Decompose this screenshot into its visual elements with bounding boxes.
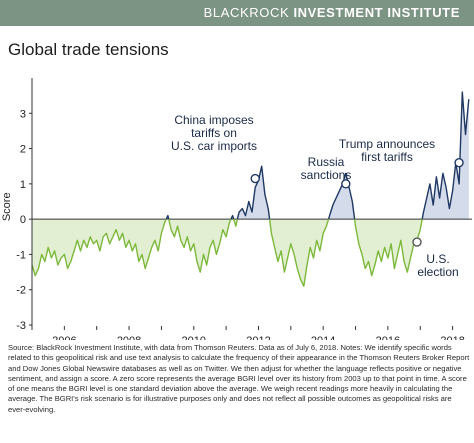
positive-series-line (327, 172, 356, 220)
x-tick-label: 2016 (376, 335, 400, 340)
annotation-label: Russia (308, 155, 345, 169)
y-tick-label: -1 (16, 249, 26, 261)
negative-series-line (31, 218, 167, 277)
y-tick-label: 2 (20, 144, 26, 156)
positive-series-line (236, 165, 271, 220)
positive-series-line (421, 91, 470, 220)
annotation-marker (341, 179, 351, 189)
y-tick-label: 0 (20, 214, 26, 226)
annotation-label: sanctions (301, 168, 352, 182)
annotation-label: U.S. car imports (171, 139, 257, 153)
y-axis-label: Score (1, 192, 13, 221)
y-tick-label: 3 (20, 108, 26, 120)
x-tick-label: 2018 (440, 335, 464, 340)
y-tick-label: 1 (20, 179, 26, 191)
brand-institute: INVESTMENT INSTITUTE (293, 5, 460, 20)
negative-series-line (168, 218, 232, 273)
annotation-marker (454, 157, 464, 168)
negative-area-fill (168, 219, 231, 273)
annotation-label: China imposes (174, 113, 253, 127)
positive-area-fill (237, 166, 270, 220)
negative-series-line (353, 218, 423, 277)
annotation-label: U.S. (426, 252, 449, 266)
brand-name: BLACKROCK (203, 5, 290, 20)
header-bar: BLACKROCK INVESTMENT INSTITUTE (0, 0, 474, 26)
x-tick-label: 2006 (52, 335, 76, 340)
negative-series-line (233, 218, 239, 227)
bgri-chart: -3 -2 -1 0 1 2 3 Score 2006 2008 2010 2012 2014 2016 2… (1, 78, 472, 340)
brand-logo: BLACKROCK INVESTMENT INSTITUTE (204, 5, 460, 20)
x-tick-label: 2012 (246, 335, 270, 340)
chart-title: Global trade tensions (8, 40, 169, 59)
positive-series-line (165, 214, 170, 220)
x-tick-label: 2014 (311, 335, 335, 340)
source-note: Source: BlackRock Investment Institute, … (8, 343, 470, 414)
annotation-label: first tariffs (361, 150, 413, 164)
annotation-label: Trump announces (339, 137, 435, 151)
negative-series-line (268, 218, 330, 287)
positive-area-fill (422, 92, 469, 220)
y-tick-label: -2 (16, 285, 26, 297)
annotation-marker (412, 237, 422, 247)
negative-area-fill (354, 219, 423, 276)
y-tick-label: -3 (16, 320, 26, 332)
annotation-marker (250, 173, 260, 184)
annotation-label: election (417, 265, 458, 279)
x-tick-label: 2010 (182, 335, 206, 340)
annotation-label: tariffs on (191, 126, 237, 140)
positive-series-line (230, 214, 235, 220)
x-tick-label: 2008 (117, 335, 141, 340)
